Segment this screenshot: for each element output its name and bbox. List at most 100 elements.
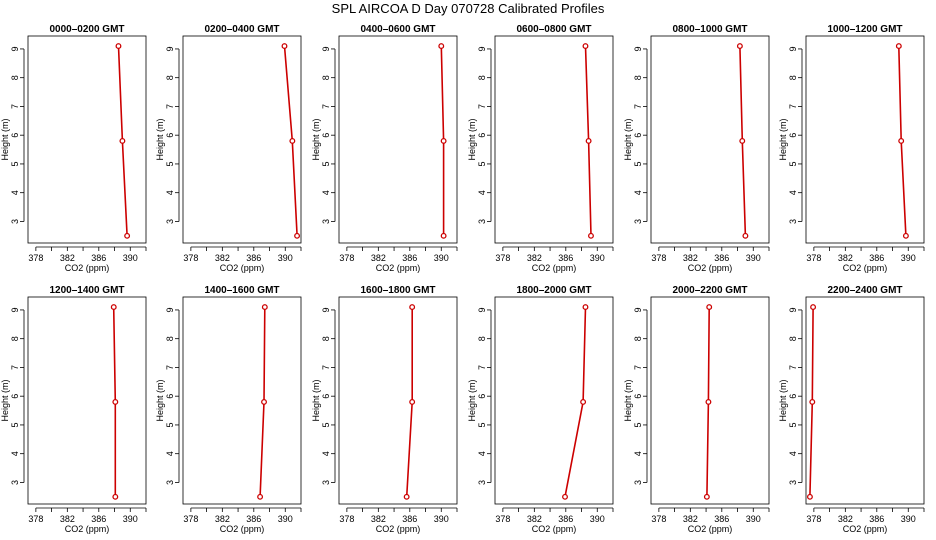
x-tick-label: 382 xyxy=(371,514,386,524)
data-point xyxy=(742,232,749,239)
data-point xyxy=(440,137,447,144)
data-point xyxy=(261,304,268,311)
panel-0: 0000–0200 GMT 378 382 386 390 CO2 (ppm) 3 4 5 6 7 8… xyxy=(0,24,147,273)
x-tick-label: 386 xyxy=(91,514,106,524)
y-tick-label: 6 xyxy=(633,394,643,399)
data-point xyxy=(902,232,909,239)
x-tick-label: 386 xyxy=(714,514,729,524)
data-point xyxy=(582,43,589,50)
y-tick-label: 9 xyxy=(477,46,487,51)
y-tick-label: 6 xyxy=(165,133,175,138)
panel-1: 0200–0400 GMT 378 382 386 390 CO2 (ppm) 3 4 5 6 7 8… xyxy=(155,24,302,273)
y-tick-label: 6 xyxy=(633,133,643,138)
y-tick-label: 4 xyxy=(477,190,487,195)
data-point xyxy=(580,398,587,405)
plot-frame xyxy=(494,296,614,505)
y-tick-label: 7 xyxy=(165,365,175,370)
x-tick-label: 390 xyxy=(590,514,605,524)
y-tick-label: 3 xyxy=(165,480,175,485)
y-tick-label: 6 xyxy=(321,133,331,138)
data-point xyxy=(261,398,267,405)
data-point xyxy=(706,304,713,311)
x-tick-label: 386 xyxy=(558,514,573,524)
y-tick-label: 7 xyxy=(477,365,487,370)
panel-title: 0800–1000 GMT xyxy=(672,24,747,35)
y-tick-label: 5 xyxy=(633,161,643,166)
y-tick-label: 3 xyxy=(10,219,20,224)
y-tick-label: 5 xyxy=(10,422,20,427)
x-tick-label: 378 xyxy=(183,514,198,524)
y-tick-label: 8 xyxy=(10,336,20,341)
y-axis-label: Height (m) xyxy=(778,118,788,160)
panel-title: 0200–0400 GMT xyxy=(204,24,279,35)
data-point xyxy=(112,398,119,405)
data-point xyxy=(112,493,119,500)
x-tick-label: 390 xyxy=(278,253,293,263)
y-tick-label: 6 xyxy=(10,133,20,138)
y-axis-label: Height (m) xyxy=(0,118,10,160)
x-tick-label: 378 xyxy=(183,253,198,263)
y-tick-label: 3 xyxy=(788,219,798,224)
x-tick-label: 382 xyxy=(215,253,230,263)
data-point xyxy=(705,398,712,405)
x-tick-label: 382 xyxy=(60,514,75,524)
data-point xyxy=(895,43,902,50)
panel-title: 1000–1200 GMT xyxy=(827,24,902,35)
data-point xyxy=(739,137,746,144)
y-tick-label: 4 xyxy=(788,190,798,195)
plot-frame xyxy=(805,296,925,505)
panel-7: 1400–1600 GMT 378 382 386 390 CO2 (ppm) 3 4 5 6 7 8… xyxy=(155,285,302,534)
plot-frame xyxy=(182,35,302,244)
y-tick-label: 9 xyxy=(165,307,175,312)
x-tick-label: 382 xyxy=(527,253,542,263)
panel-8: 1600–1800 GMT 378 382 386 390 CO2 (ppm) 3 4 5 6 7 8… xyxy=(311,285,458,534)
y-tick-label: 5 xyxy=(788,161,798,166)
panel-2: 0400–0600 GMT 378 382 386 390 CO2 (ppm) 3 4 5 6 7 8… xyxy=(311,24,458,273)
x-axis-label: CO2 (ppm) xyxy=(65,524,110,534)
x-axis-label: CO2 (ppm) xyxy=(532,263,577,273)
y-tick-label: 4 xyxy=(321,190,331,195)
y-tick-label: 3 xyxy=(477,480,487,485)
x-tick-label: 386 xyxy=(869,253,884,263)
y-tick-label: 8 xyxy=(633,336,643,341)
x-tick-label: 386 xyxy=(869,514,884,524)
x-tick-label: 378 xyxy=(495,514,510,524)
figure-title: SPL AIRCOA D Day 070728 Calibrated Profi… xyxy=(332,1,605,16)
y-tick-label: 3 xyxy=(321,480,331,485)
data-point xyxy=(124,232,131,239)
panel-title: 0000–0200 GMT xyxy=(49,24,124,35)
y-tick-label: 8 xyxy=(321,75,331,80)
x-tick-label: 390 xyxy=(746,514,761,524)
plot-frame xyxy=(650,296,770,505)
y-axis-label: Height (m) xyxy=(467,118,477,160)
y-tick-label: 9 xyxy=(477,307,487,312)
panel-10: 2000–2200 GMT 378 382 386 390 CO2 (ppm) 3 4 5 6 7 8… xyxy=(623,285,770,534)
x-tick-label: 390 xyxy=(278,514,293,524)
panel-11: 2200–2400 GMT 378 382 386 390 CO2 (ppm) 3 4 5 6 7 8… xyxy=(778,285,925,534)
x-axis-label: CO2 (ppm) xyxy=(688,263,733,273)
y-tick-label: 4 xyxy=(633,190,643,195)
x-axis-label: CO2 (ppm) xyxy=(688,524,733,534)
x-tick-label: 378 xyxy=(28,514,43,524)
plot-frame xyxy=(650,35,770,244)
y-tick-label: 8 xyxy=(477,75,487,80)
data-point xyxy=(736,43,743,50)
y-tick-label: 6 xyxy=(321,394,331,399)
y-tick-label: 4 xyxy=(165,190,175,195)
x-tick-label: 390 xyxy=(123,514,138,524)
y-tick-label: 9 xyxy=(633,46,643,51)
x-tick-label: 382 xyxy=(838,514,853,524)
y-tick-label: 7 xyxy=(165,104,175,109)
x-tick-label: 382 xyxy=(838,253,853,263)
y-tick-label: 3 xyxy=(477,219,487,224)
y-tick-label: 8 xyxy=(321,336,331,341)
x-tick-label: 378 xyxy=(28,253,43,263)
x-tick-label: 382 xyxy=(215,514,230,524)
data-point xyxy=(119,137,126,144)
x-tick-label: 382 xyxy=(527,514,542,524)
y-tick-label: 6 xyxy=(10,394,20,399)
y-tick-label: 3 xyxy=(633,480,643,485)
panel-4: 0800–1000 GMT 378 382 386 390 CO2 (ppm) 3 4 5 6 7 8… xyxy=(623,24,770,273)
y-tick-label: 4 xyxy=(788,451,798,456)
y-axis-label: Height (m) xyxy=(311,379,321,421)
